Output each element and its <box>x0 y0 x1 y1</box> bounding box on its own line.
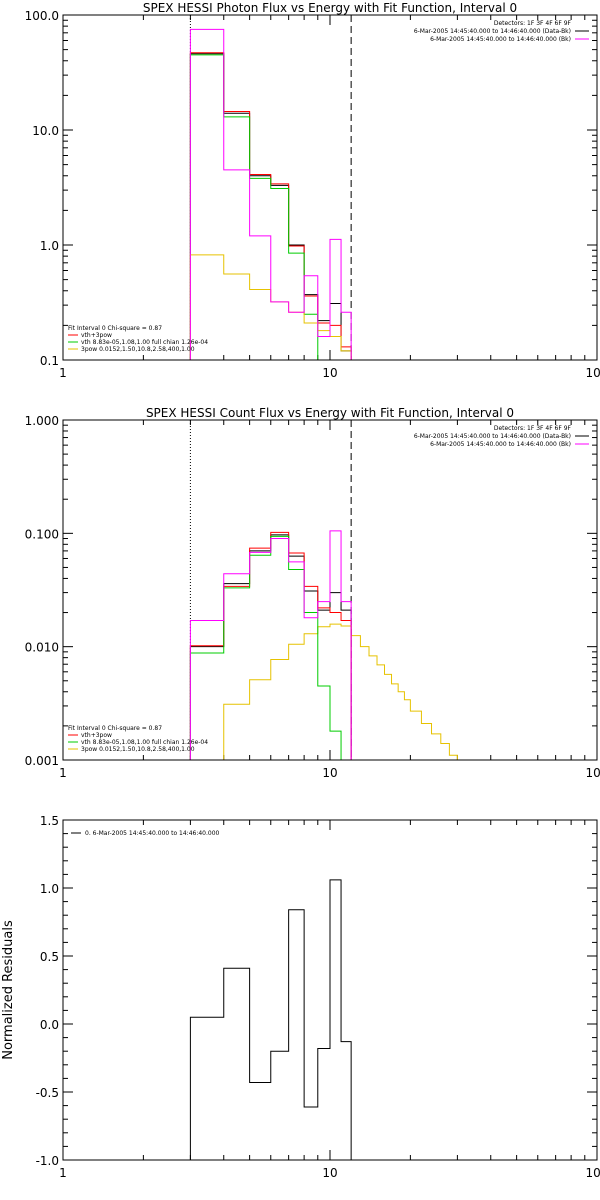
x-tick-label: 10 <box>322 366 337 380</box>
plot-frame <box>62 14 598 361</box>
series-data-bk <box>189 534 352 760</box>
y-tick-label: 1.5 <box>40 814 59 828</box>
legend-bottomleft-text: vth+3pow <box>81 732 112 739</box>
legend-bottomleft-text: 3pow 0.0152,1.50,10.8,2.58,400,1.00 <box>81 346 195 353</box>
plot-frame <box>62 419 598 761</box>
plot-area <box>189 530 458 760</box>
legend-bottomleft-text: Fit Interval 0 Chi-square = 0.87 <box>68 725 162 732</box>
series-vth <box>189 535 342 760</box>
y-tick-label: -0.5 <box>36 1086 59 1100</box>
series-vth-3pow <box>189 52 352 360</box>
x-tick-label: 100 <box>586 366 600 380</box>
legend-topright-text: Detectors: 1F 3F 4F 6F 9F <box>494 20 572 27</box>
series-3pow <box>223 623 458 760</box>
legend-bottomleft-text: vth 8.83e-05,1.08,1.00 full chian 1.26e-… <box>81 739 208 746</box>
y-tick-label: -1.0 <box>36 1154 59 1168</box>
legend-topleft-text: 0. 6-Mar-2005 14:45:40.000 to 14:46:40.0… <box>85 830 220 837</box>
chart-panel-1: SPEX HESSI Photon Flux vs Energy with Fi… <box>25 1 600 380</box>
legend-bottomleft-text: vth+3pow <box>81 332 112 339</box>
chart-panel-3: Normalized Residuals 1 10 100 -1.0 -0.5 0.0 0.5… <box>1 814 600 1180</box>
x-tick-label: 100 <box>586 1166 600 1180</box>
legend-topright-text: 6-Mar-2005 14:45:40.000 to 14:46:40.000 … <box>430 36 571 43</box>
plot-area <box>189 28 352 360</box>
chart-title: SPEX HESSI Count Flux vs Energy with Fit… <box>146 406 514 420</box>
x-tick-label: 1 <box>59 766 67 780</box>
y-tick-label: 100.0 <box>25 9 59 23</box>
y-tick-label: 0.5 <box>40 950 59 964</box>
y-tick-label: 1.0 <box>40 239 59 253</box>
series-residuals <box>189 879 352 1160</box>
x-tick-label: 1 <box>59 1166 67 1180</box>
y-tick-label: 0.0 <box>40 1018 59 1032</box>
series-vth <box>189 54 331 360</box>
legend-bottomleft-text: vth 8.83e-05,1.08,1.00 full chian 1.26e-… <box>81 339 208 346</box>
y-tick-label: 0.001 <box>25 754 59 768</box>
plot-frame <box>62 819 598 1161</box>
x-tick-label: 10 <box>322 1166 337 1180</box>
chart-title: SPEX HESSI Photon Flux vs Energy with Fi… <box>143 1 517 15</box>
legend-topright-text: 6-Mar-2005 14:45:40.000 to 14:46:40.000 … <box>430 441 571 448</box>
y-tick-label: 0.010 <box>25 641 59 655</box>
series-data-bk <box>189 53 352 360</box>
legend-bottomleft-text: Fit Interval 0 Chi-square = 0.87 <box>68 325 162 332</box>
series-bk <box>189 28 352 360</box>
y-tick-label: 1.000 <box>25 414 59 428</box>
legend-topright-text: Detectors: 1F 3F 4F 6F 9F <box>494 425 572 432</box>
x-tick-label: 10 <box>322 766 337 780</box>
y-tick-label: 1.0 <box>40 882 59 896</box>
y-tick-label: 0.100 <box>25 527 59 541</box>
y-tick-label: 0.1 <box>40 354 59 368</box>
series-vth-3pow <box>189 531 352 760</box>
y-tick-label: 10.0 <box>32 124 59 138</box>
x-tick-label: 100 <box>586 766 600 780</box>
y-axis-label: Normalized Residuals <box>1 920 16 1060</box>
legend-topright-text: 6-Mar-2005 14:45:40.000 to 14:46:40.000 … <box>414 433 571 440</box>
x-tick-label: 1 <box>59 366 67 380</box>
plot-area <box>189 879 352 1160</box>
chart-panel-2: SPEX HESSI Count Flux vs Energy with Fit… <box>25 406 600 780</box>
series-bk <box>189 530 352 760</box>
legend-bottomleft-text: 3pow 0.0152,1.50,10.8,2.58,400,1.00 <box>81 746 195 753</box>
legend-topright-text: 6-Mar-2005 14:45:40.000 to 14:46:40.000 … <box>414 28 571 35</box>
